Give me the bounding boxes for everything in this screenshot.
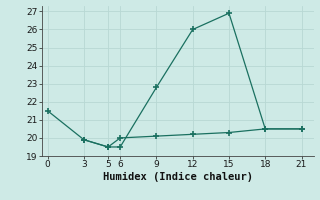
X-axis label: Humidex (Indice chaleur): Humidex (Indice chaleur) xyxy=(103,172,252,182)
